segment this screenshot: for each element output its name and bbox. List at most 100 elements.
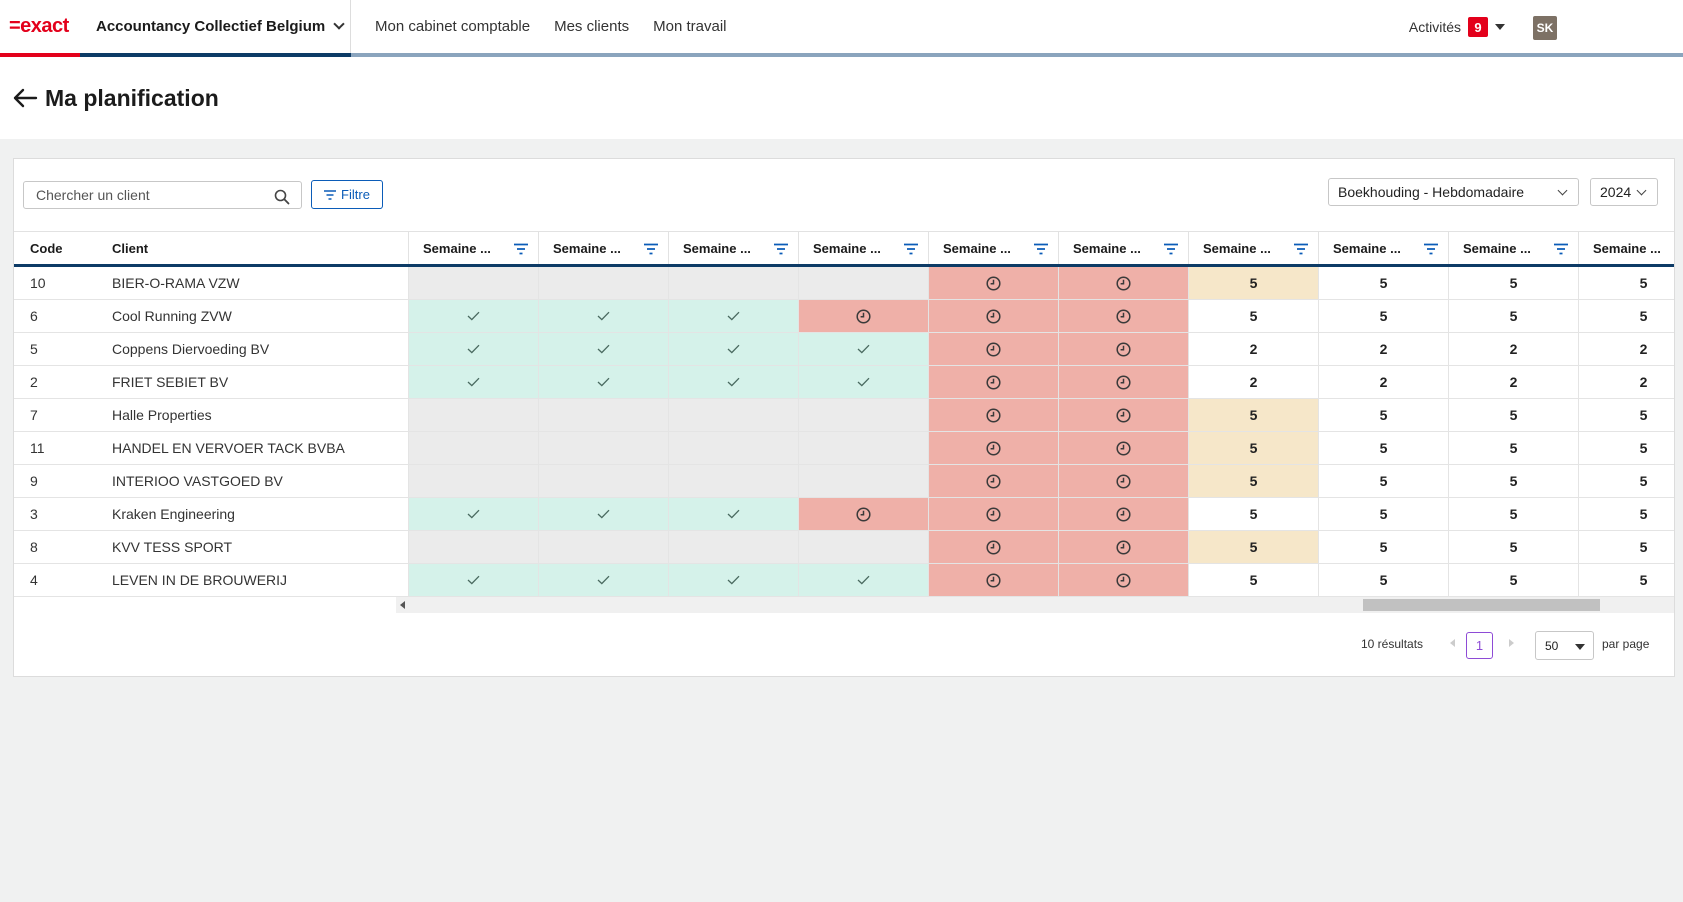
week-cell[interactable]: 5 — [1188, 267, 1318, 300]
exact-logo[interactable]: =exact — [9, 15, 69, 37]
week-cell[interactable] — [1058, 498, 1188, 531]
column-header-week[interactable]: Semaine ... — [668, 231, 798, 265]
cell-client-name[interactable]: HANDEL EN VERVOER TACK BVBA — [96, 432, 408, 465]
week-cell[interactable] — [1058, 300, 1188, 333]
week-cell[interactable] — [408, 366, 538, 399]
week-cell[interactable] — [928, 267, 1058, 300]
week-cell[interactable]: 5 — [1188, 564, 1318, 597]
week-cell[interactable] — [538, 564, 668, 597]
horizontal-scrollbar[interactable] — [396, 597, 1674, 613]
week-cell[interactable] — [668, 267, 798, 300]
week-cell[interactable]: 5 — [1188, 531, 1318, 564]
column-header-code[interactable]: Code — [14, 231, 96, 265]
week-cell[interactable]: 5 — [1578, 498, 1674, 531]
week-cell[interactable] — [798, 333, 928, 366]
week-cell[interactable] — [928, 465, 1058, 498]
division-switcher[interactable]: Accountancy Collectief Belgium — [80, 0, 351, 53]
previous-page-icon[interactable] — [1450, 639, 1455, 647]
column-filter-icon[interactable] — [644, 243, 658, 255]
week-cell[interactable]: 5 — [1318, 531, 1448, 564]
nav-item-travail[interactable]: Mon travail — [653, 18, 727, 35]
week-cell[interactable]: 5 — [1448, 267, 1578, 300]
week-cell[interactable] — [538, 267, 668, 300]
column-header-week[interactable]: Semaine ... — [408, 231, 538, 265]
back-arrow-icon[interactable] — [12, 86, 38, 110]
column-filter-icon[interactable] — [1424, 243, 1438, 255]
nav-item-cabinet[interactable]: Mon cabinet comptable — [375, 18, 531, 35]
column-header-week[interactable]: Semaine ... — [1578, 231, 1674, 265]
week-cell[interactable]: 5 — [1188, 300, 1318, 333]
week-cell[interactable]: 5 — [1318, 267, 1448, 300]
filter-button[interactable]: Filtre — [311, 180, 383, 209]
column-header-week[interactable]: Semaine ... — [1188, 231, 1318, 265]
cell-client-name[interactable]: Coppens Diervoeding BV — [96, 333, 408, 366]
nav-item-clients[interactable]: Mes clients — [554, 18, 630, 35]
per-page-select[interactable]: 50 — [1535, 631, 1594, 660]
activities-menu[interactable]: Activités 9 — [1409, 17, 1505, 37]
week-cell[interactable] — [798, 267, 928, 300]
week-cell[interactable] — [1058, 465, 1188, 498]
week-cell[interactable] — [408, 531, 538, 564]
column-header-week[interactable]: Semaine ... — [798, 231, 928, 265]
week-cell[interactable]: 5 — [1578, 267, 1674, 300]
week-cell[interactable]: 5 — [1578, 564, 1674, 597]
week-cell[interactable]: 2 — [1448, 333, 1578, 366]
week-cell[interactable] — [1058, 399, 1188, 432]
week-cell[interactable] — [538, 333, 668, 366]
week-cell[interactable] — [1058, 366, 1188, 399]
week-cell[interactable]: 5 — [1448, 399, 1578, 432]
week-cell[interactable] — [668, 366, 798, 399]
week-cell[interactable] — [538, 399, 668, 432]
week-cell[interactable] — [668, 300, 798, 333]
week-cell[interactable]: 5 — [1578, 300, 1674, 333]
week-cell[interactable] — [538, 432, 668, 465]
week-cell[interactable] — [1058, 432, 1188, 465]
week-cell[interactable] — [798, 531, 928, 564]
week-cell[interactable]: 5 — [1318, 300, 1448, 333]
week-cell[interactable] — [928, 498, 1058, 531]
week-cell[interactable] — [408, 498, 538, 531]
week-cell[interactable] — [798, 300, 928, 333]
column-header-week[interactable]: Semaine ... — [1058, 231, 1188, 265]
week-cell[interactable]: 5 — [1448, 531, 1578, 564]
week-cell[interactable]: 2 — [1188, 366, 1318, 399]
week-cell[interactable] — [668, 498, 798, 531]
avatar[interactable]: SK — [1533, 16, 1557, 40]
page-button[interactable]: 1 — [1466, 632, 1493, 659]
cell-client-name[interactable]: Cool Running ZVW — [96, 300, 408, 333]
column-filter-icon[interactable] — [1294, 243, 1308, 255]
week-cell[interactable] — [538, 300, 668, 333]
scroll-left-icon[interactable] — [400, 601, 405, 609]
week-cell[interactable]: 5 — [1448, 564, 1578, 597]
week-cell[interactable] — [928, 366, 1058, 399]
week-cell[interactable]: 2 — [1448, 366, 1578, 399]
search-input[interactable] — [23, 181, 302, 209]
week-cell[interactable]: 2 — [1578, 366, 1674, 399]
week-cell[interactable]: 2 — [1318, 333, 1448, 366]
cell-client-name[interactable]: INTERIOO VASTGOED BV — [96, 465, 408, 498]
week-cell[interactable] — [538, 498, 668, 531]
week-cell[interactable] — [798, 465, 928, 498]
week-cell[interactable]: 5 — [1578, 399, 1674, 432]
week-cell[interactable]: 5 — [1188, 432, 1318, 465]
cell-client-name[interactable]: Halle Properties — [96, 399, 408, 432]
week-cell[interactable] — [798, 564, 928, 597]
week-cell[interactable] — [538, 366, 668, 399]
week-cell[interactable] — [928, 333, 1058, 366]
week-cell[interactable] — [408, 465, 538, 498]
cell-client-name[interactable]: LEVEN IN DE BROUWERIJ — [96, 564, 408, 597]
week-cell[interactable] — [408, 564, 538, 597]
week-cell[interactable]: 5 — [1448, 300, 1578, 333]
column-header-week[interactable]: Semaine ... — [538, 231, 668, 265]
cell-client-name[interactable]: Kraken Engineering — [96, 498, 408, 531]
week-cell[interactable]: 5 — [1578, 465, 1674, 498]
week-cell[interactable]: 5 — [1318, 399, 1448, 432]
column-header-week[interactable]: Semaine ... — [1448, 231, 1578, 265]
column-filter-icon[interactable] — [1164, 243, 1178, 255]
week-cell[interactable] — [928, 432, 1058, 465]
week-cell[interactable] — [798, 366, 928, 399]
week-cell[interactable] — [408, 267, 538, 300]
week-cell[interactable] — [538, 465, 668, 498]
week-cell[interactable] — [1058, 333, 1188, 366]
cell-client-name[interactable]: KVV TESS SPORT — [96, 531, 408, 564]
